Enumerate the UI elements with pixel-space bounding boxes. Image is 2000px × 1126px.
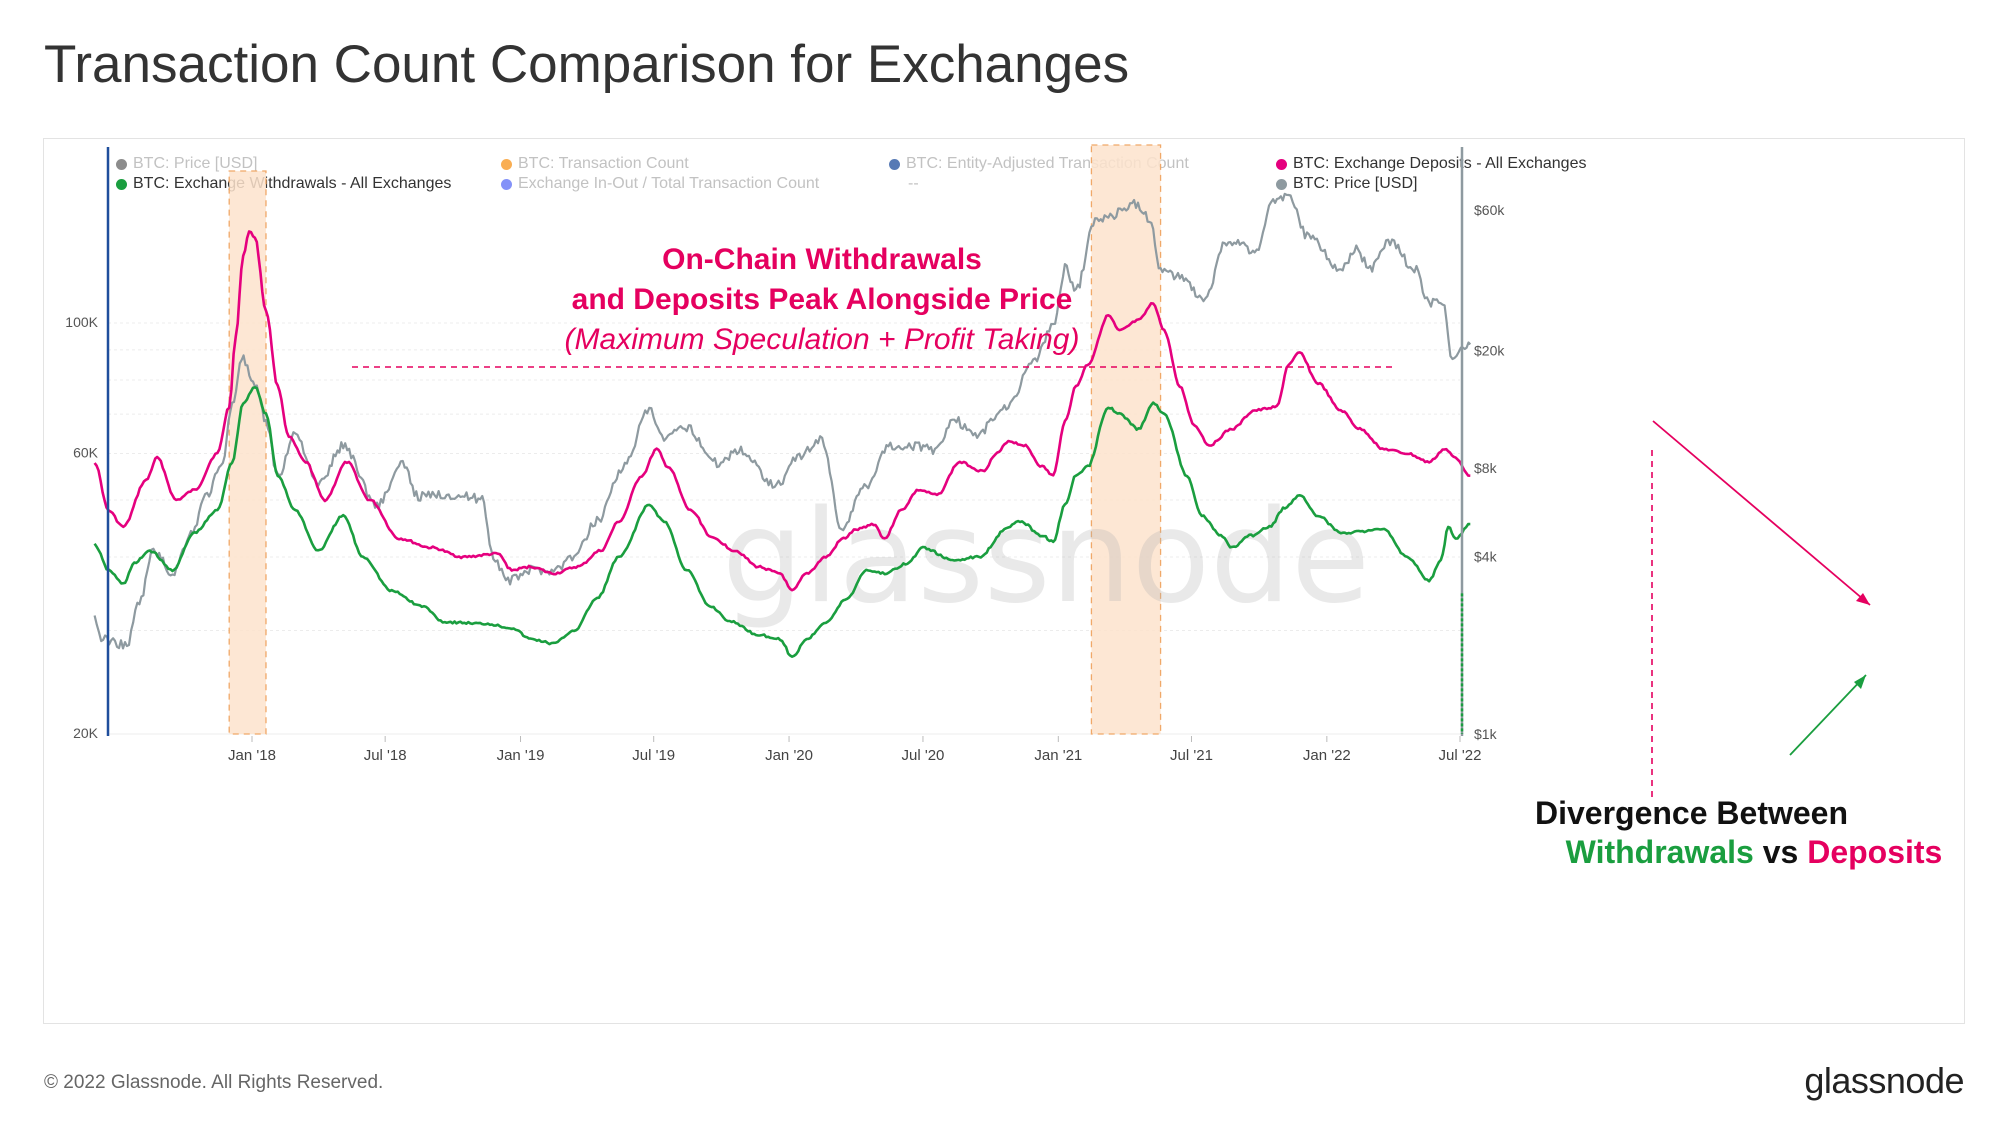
x-tick-label: Jul '19 [632, 747, 675, 764]
y-left-tick-label: 60K [73, 444, 99, 460]
legend-label: -- [908, 175, 919, 192]
divergence-deposits-word: Deposits [1807, 834, 1942, 870]
divergence-withdrawals-word: Withdrawals [1566, 834, 1754, 870]
legend-dot-icon [116, 178, 127, 190]
x-tick-label: Jul '20 [902, 747, 945, 764]
x-tick-label: Jul '22 [1439, 747, 1482, 764]
legend-label: Exchange In-Out / Total Transaction Coun… [518, 175, 820, 192]
withdrawals-trend-arrow [1789, 674, 1867, 756]
y-left-tick-label: 100K [65, 314, 98, 330]
page-title: Transaction Count Comparison for Exchang… [44, 35, 1130, 94]
withdrawals-arrowhead-icon [1854, 675, 1866, 689]
divergence-vs-word: vs [1763, 834, 1799, 870]
legend-label: BTC: Price [USD] [133, 155, 258, 172]
glassnode-logo[interactable]: glassnode [1804, 1060, 1964, 1101]
deposits-trend-arrow [1652, 420, 1871, 606]
legend-dot-icon [1276, 158, 1287, 170]
y-right-tick-label: $60k [1474, 202, 1505, 218]
legend-label: BTC: Transaction Count [518, 155, 689, 172]
legend-dot-icon [501, 158, 512, 170]
deposits-arrowhead-icon [1856, 593, 1870, 605]
axis-layer: 20K 60K 100K $1k $4k $8k $20k $60k Jan '18 Jul '1… [65, 147, 1505, 764]
divergence-line-2: Withdrawals vs Deposits [1566, 834, 1943, 870]
y-left-tick-label: 20K [73, 725, 99, 741]
x-tick-label: Jan '18 [228, 747, 276, 764]
x-tick-label: Jul '21 [1170, 747, 1213, 764]
copyright-notice: © 2022 Glassnode. All Rights Reserved. [44, 1072, 384, 1093]
legend-item-btc-price-usd-2[interactable]: BTC: Price [USD] [1276, 175, 1417, 193]
highlight-layer [228, 144, 1162, 735]
y-right-tick-label: $4k [1474, 549, 1498, 565]
series-layer [93, 192, 1472, 658]
legend-item-empty: -- [908, 175, 919, 193]
legend-label: BTC: Price [USD] [1293, 175, 1418, 192]
legend-item-btc-price-usd-1[interactable]: BTC: Price [USD] [116, 155, 257, 173]
x-tick-label: Jan '19 [497, 747, 545, 764]
chart-svg: glassnode 20K 60K 100K $1k $4k $8k $20k $60k Jan… [65, 144, 1942, 870]
x-tick-label: Jan '22 [1303, 747, 1351, 764]
y-right-tick-label: $20k [1474, 343, 1505, 359]
legend-dot-icon [889, 158, 900, 170]
legend-item-exchange-deposits[interactable]: BTC: Exchange Deposits - All Exchanges [1276, 155, 1586, 173]
peak-annotation-line-1: On-Chain Withdrawals [662, 243, 982, 276]
legend-item-transaction-count[interactable]: BTC: Transaction Count [501, 155, 689, 173]
peak-annotation-line-2: and Deposits Peak Alongside Price [572, 283, 1073, 316]
legend-item-exchange-withdrawals[interactable]: BTC: Exchange Withdrawals - All Exchange… [116, 175, 451, 193]
legend-dot-icon [501, 178, 512, 190]
highlight-period-2 [1090, 144, 1162, 735]
legend-item-in-out-ratio[interactable]: Exchange In-Out / Total Transaction Coun… [501, 175, 819, 193]
divergence-line-1: Divergence Between [1535, 795, 1848, 831]
x-tick-label: Jan '20 [765, 747, 813, 764]
grid-layer [108, 322, 1460, 735]
price-series-line [93, 192, 1472, 650]
legend-label: BTC: Exchange Withdrawals - All Exchange… [133, 175, 452, 192]
x-tick-label: Jul '18 [364, 747, 407, 764]
legend-dot-icon [116, 158, 127, 170]
x-tick-label: Jan '21 [1034, 747, 1082, 764]
deposits-series-line [93, 230, 1471, 592]
chart-card: BTC: Price [USD] BTC: Transaction Count … [43, 138, 1965, 1024]
legend-label: BTC: Exchange Deposits - All Exchanges [1293, 155, 1587, 172]
peak-annotation-line-3: (Maximum Speculation + Profit Taking) [565, 323, 1080, 356]
y-right-tick-label: $8k [1474, 460, 1498, 476]
y-right-tick-label: $1k [1474, 726, 1498, 742]
annotation-layer: On-Chain Withdrawals and Deposits Peak A… [352, 243, 1942, 870]
withdrawals-series-line [93, 386, 1471, 658]
watermark: glassnode [722, 483, 1370, 632]
legend-dot-icon [1276, 178, 1287, 190]
